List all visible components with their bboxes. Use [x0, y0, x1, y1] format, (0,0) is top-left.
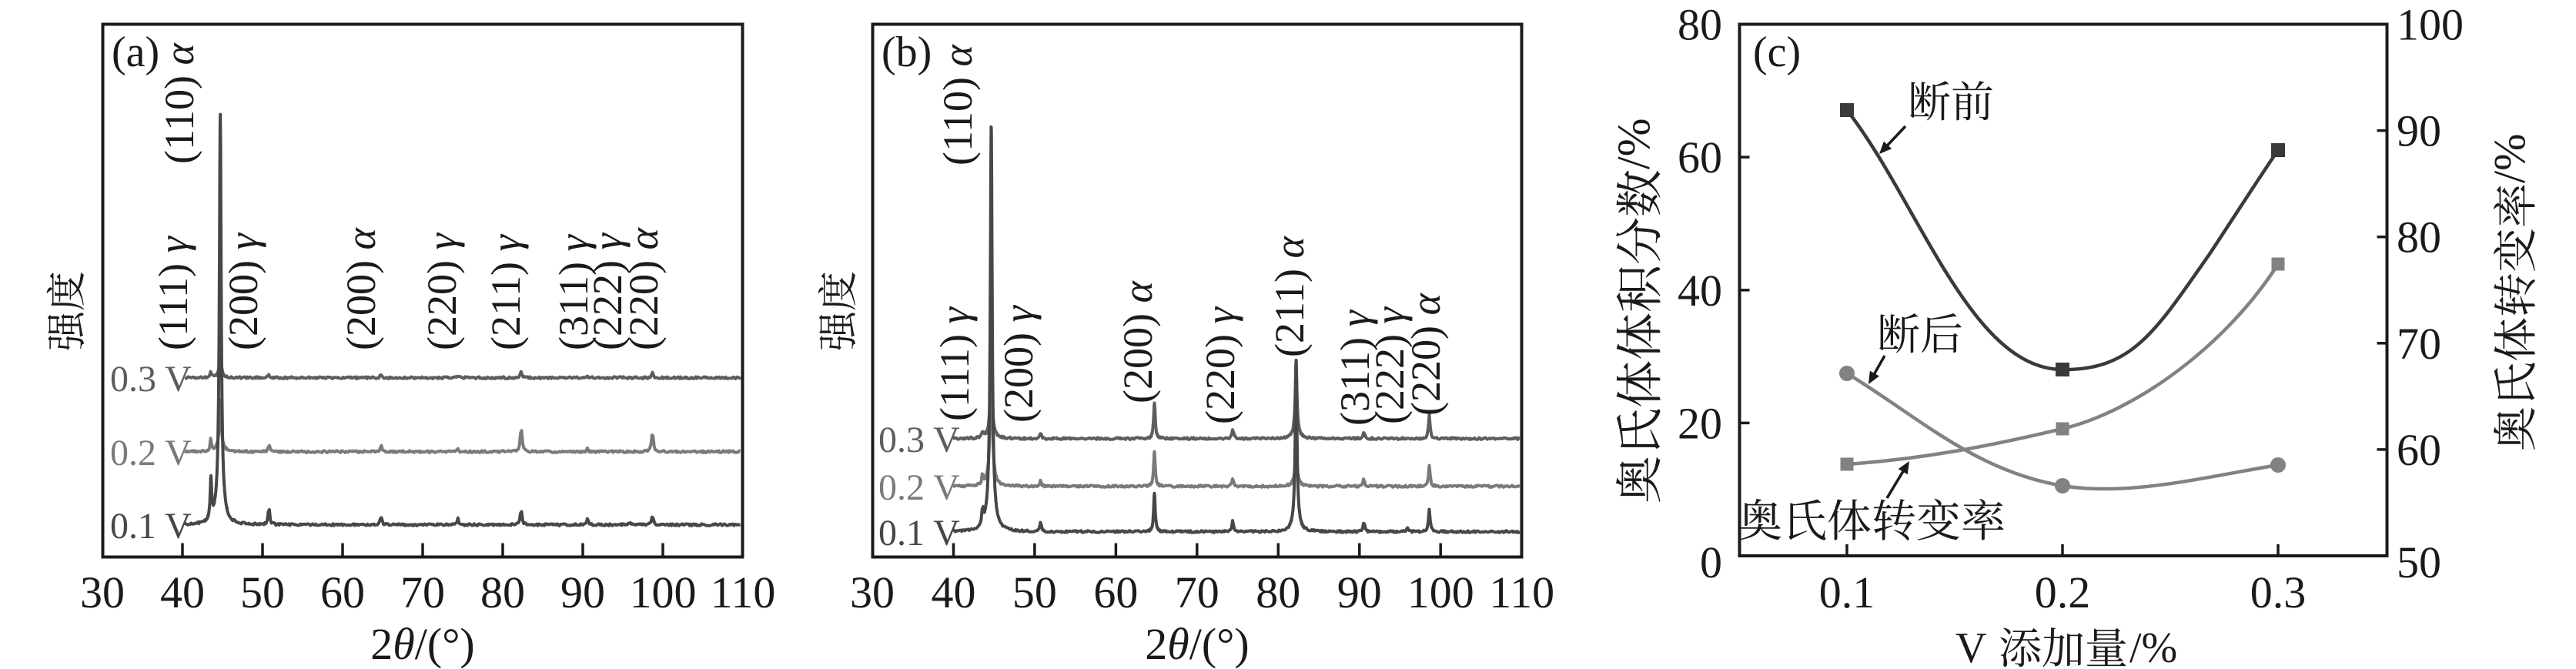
svg-text:60: 60: [2397, 425, 2441, 475]
svg-text:110: 110: [1489, 567, 1554, 617]
svg-text:(a): (a): [112, 28, 159, 76]
svg-text:(222) γ: (222) γ: [584, 232, 631, 350]
svg-text:100: 100: [2397, 0, 2464, 50]
svg-text:2θ/(°): 2θ/(°): [370, 619, 474, 669]
svg-text:(220) α: (220) α: [1403, 293, 1449, 416]
svg-text:(220) γ: (220) γ: [1197, 306, 1243, 424]
svg-text:(200) α: (200) α: [1115, 280, 1161, 403]
svg-text:80: 80: [1256, 567, 1300, 617]
svg-text:(111) γ: (111) γ: [150, 236, 196, 350]
svg-text:40: 40: [1678, 266, 1722, 316]
svg-text:(311) γ: (311) γ: [1332, 309, 1378, 426]
svg-text:70: 70: [400, 567, 445, 617]
svg-text:0: 0: [1700, 537, 1722, 587]
svg-text:(311) γ: (311) γ: [550, 234, 597, 350]
svg-text:60: 60: [1093, 567, 1138, 617]
svg-text:20: 20: [1678, 398, 1722, 448]
svg-text:80: 80: [480, 567, 525, 617]
svg-text:70: 70: [1175, 567, 1219, 617]
svg-text:(211) γ: (211) γ: [483, 234, 529, 350]
svg-text:0.2 V: 0.2 V: [110, 433, 192, 473]
svg-text:60: 60: [1678, 132, 1722, 182]
svg-text:50: 50: [2397, 537, 2441, 587]
svg-text:40: 40: [160, 567, 205, 617]
svg-text:50: 50: [240, 567, 285, 617]
svg-text:50: 50: [1012, 567, 1057, 617]
svg-text:90: 90: [560, 567, 605, 617]
svg-text:80: 80: [2397, 212, 2441, 263]
svg-text:(111) γ: (111) γ: [932, 306, 978, 421]
svg-text:(c): (c): [1753, 28, 1801, 76]
svg-text:0.3: 0.3: [2250, 567, 2307, 617]
svg-text:V: V: [1955, 624, 1986, 669]
svg-text:(220) γ: (220) γ: [419, 232, 465, 350]
svg-text:110: 110: [711, 567, 776, 617]
svg-text:0.2: 0.2: [2035, 567, 2091, 617]
svg-text:0.1 V: 0.1 V: [878, 513, 960, 554]
svg-text:0.1: 0.1: [1819, 567, 1875, 617]
svg-text:0.2 V: 0.2 V: [878, 467, 960, 508]
svg-text:70: 70: [2397, 319, 2441, 369]
svg-text:90: 90: [2397, 106, 2441, 156]
svg-text:(200) α: (200) α: [338, 227, 384, 350]
svg-text:40: 40: [932, 567, 976, 617]
svg-text:0.3 V: 0.3 V: [110, 359, 192, 400]
svg-text:30: 30: [80, 567, 125, 617]
svg-text:0.3 V: 0.3 V: [878, 420, 960, 460]
svg-text:(222) γ: (222) γ: [1367, 306, 1413, 424]
svg-text:100: 100: [1407, 567, 1474, 617]
svg-text:2θ/(°): 2θ/(°): [1145, 619, 1249, 669]
svg-text:/%: /%: [2484, 134, 2534, 183]
svg-text:60: 60: [320, 567, 365, 617]
svg-text:(110) α: (110) α: [156, 42, 202, 164]
svg-text:(200) γ: (200) γ: [220, 232, 266, 350]
svg-text:(200) γ: (200) γ: [995, 305, 1042, 423]
svg-text:/%: /%: [1608, 118, 1659, 169]
svg-text:(220) α: (220) α: [621, 227, 667, 350]
svg-text:30: 30: [850, 567, 895, 617]
svg-text:0.1 V: 0.1 V: [110, 506, 192, 547]
svg-text:/%: /%: [2129, 624, 2177, 669]
svg-text:(110) α: (110) α: [935, 44, 981, 166]
svg-text:90: 90: [1337, 567, 1382, 617]
svg-text:80: 80: [1678, 0, 1722, 50]
svg-text:100: 100: [630, 567, 697, 617]
svg-text:(b): (b): [882, 28, 932, 76]
svg-text:(211) α: (211) α: [1266, 236, 1313, 357]
